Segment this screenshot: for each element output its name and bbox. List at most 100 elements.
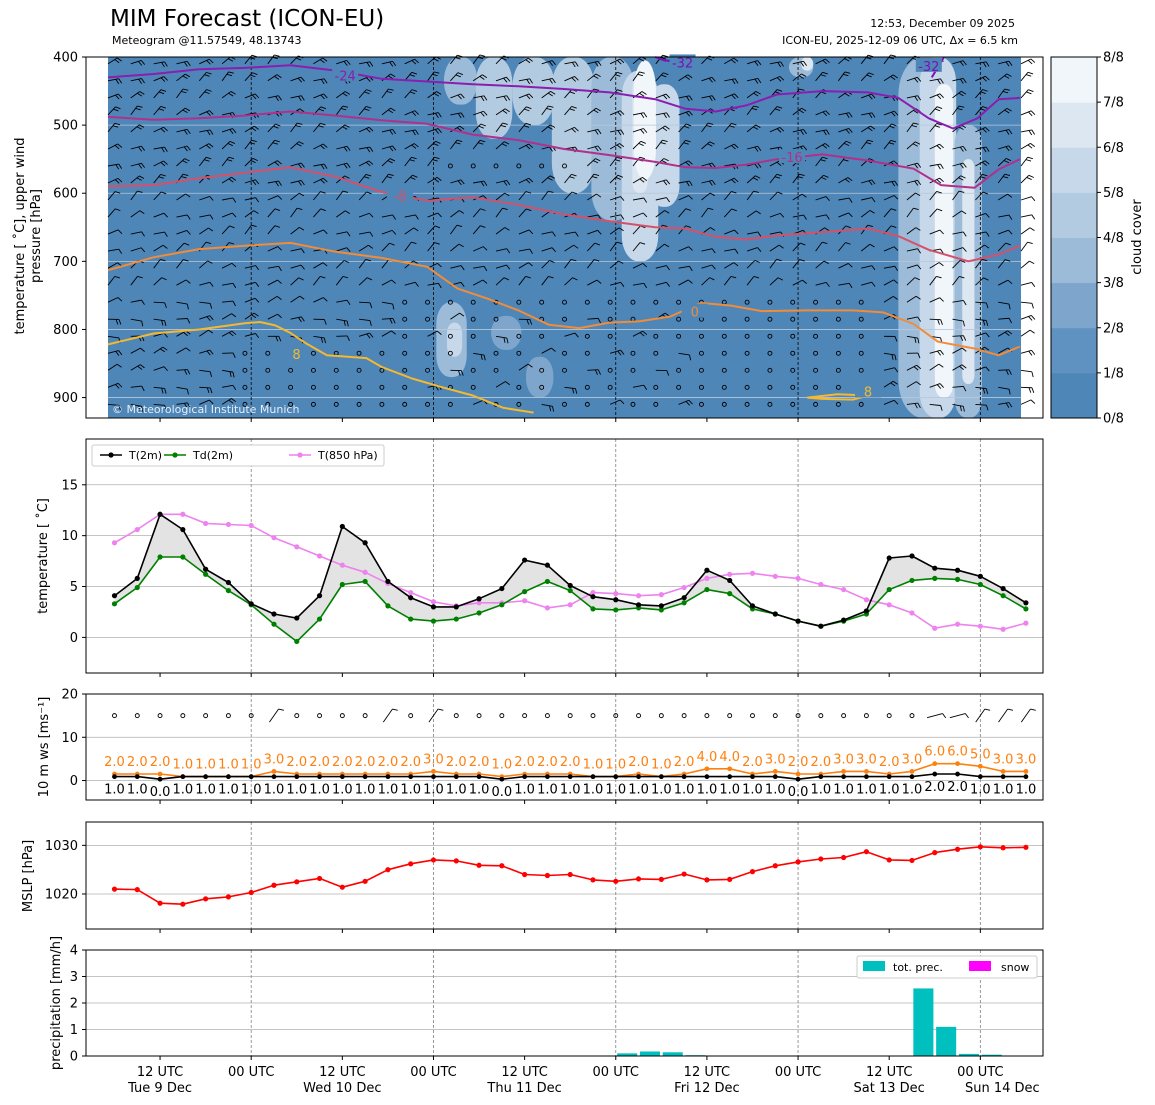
wind-barb-staff [450,72,459,82]
wind-barb-flag [958,190,965,193]
wind-barb-flag [800,242,806,246]
wind-barb-flag [208,329,214,334]
wind-barb [929,297,944,303]
mean-label: 2.0 [924,780,945,795]
wind-barb [952,175,966,184]
calm-marker [584,350,590,356]
wind-barb-flag [892,380,898,385]
calm-marker [242,401,248,407]
wind-barb-flag [982,77,987,82]
wind-barb-flag [458,243,464,248]
wind-barb-flag [868,72,874,76]
wind-barb [975,708,991,723]
mean-label: 1.0 [286,783,307,798]
wind-barb-staff [975,366,987,371]
wind-barb [382,708,398,723]
wind-barb [221,330,237,337]
wind-barb [267,296,282,303]
wind-barb-flag [369,61,374,67]
wind-barb [952,60,967,66]
mean-label: 1.0 [378,783,399,798]
wind-barb-staff [997,259,1006,269]
wind-barb-staff [450,210,460,218]
wind-barb [655,72,669,82]
wind-barb-flag [300,264,305,270]
wind-barb [1020,386,1035,393]
wind-barb [518,93,534,100]
calm-marker [539,333,545,339]
wind-barb-staff [130,162,142,167]
wind-barb-flag [139,210,145,214]
wind-barb [267,74,282,82]
wind-barb-staff [222,112,233,116]
series-mslp-point [476,862,482,868]
calm-marker [653,401,659,407]
wind-barb [746,90,761,99]
wind-barb-flag [391,230,397,235]
wind-barb-flag [1005,402,1010,408]
wind-barb [290,295,305,303]
wind-barb [290,141,304,150]
wind-barb-staff [130,124,140,133]
wind-barb [518,318,533,325]
wind-barb-flag [526,106,532,110]
wind-barb [952,318,965,327]
wind-barb [564,173,577,184]
wind-barb-staff [564,244,575,252]
wind-barb-flag [504,141,510,145]
y-tick-label: 600 [53,187,78,202]
wind-barb [153,126,168,133]
wind-barb-flag [528,177,534,183]
wind-barb-staff [838,56,848,65]
wind-barb-staff [1020,142,1031,150]
wind-barb-staff [358,259,367,269]
wind-barb-staff [404,260,414,269]
wind-barb-flag [525,145,531,150]
wind-barb-flag [961,347,967,352]
series-mslp-point [1023,844,1029,850]
wind-barb [107,163,123,170]
wind-barb [313,262,328,269]
wind-barb-staff [290,162,302,167]
wind-barb [336,91,351,99]
wind-barb-flag [184,73,191,78]
wind-barb-staff [313,123,321,133]
wind-barb-flag [617,89,623,92]
wind-barb-flag [1002,176,1009,179]
wind-barb-flag [140,60,146,65]
calm-marker [402,316,408,322]
wind-barb [267,123,281,133]
calm-marker [134,713,140,719]
wind-barb-staff [267,123,276,133]
wind-barb-staff [701,207,709,218]
wind-barb-flag [1027,59,1033,65]
wind-barb-flag [249,57,256,60]
wind-barb-flag [204,74,210,77]
wind-barb-staff [473,352,485,356]
series-mean-point [977,774,983,780]
wind-barb-staff [815,110,826,116]
wind-barb [472,54,486,65]
wind-barb-flag [141,145,146,151]
series-td2m-point [316,616,323,622]
wind-barb-staff [176,369,188,371]
wind-barb [655,179,671,186]
series-t850-point [522,598,528,604]
wind-barb [678,74,693,82]
wind-barb-flag [504,227,510,231]
wind-barb-flag [115,351,120,356]
x-tick-date: Sun 14 Dec [965,1081,1040,1096]
wind-barb-flag [1031,282,1036,288]
wind-barb [655,369,670,376]
wind-barb [609,260,624,269]
wind-barb-staff [450,265,462,269]
wind-barb-flag [183,61,188,67]
wind-barb-staff [883,246,895,252]
wind-barb [358,160,374,167]
wind-barb-flag [139,175,145,179]
isotherm-label-bg [915,57,942,72]
wind-barb [883,195,899,201]
calm-marker [772,713,778,719]
wind-barb-flag [820,91,827,95]
wind-barb-flag [229,140,236,144]
